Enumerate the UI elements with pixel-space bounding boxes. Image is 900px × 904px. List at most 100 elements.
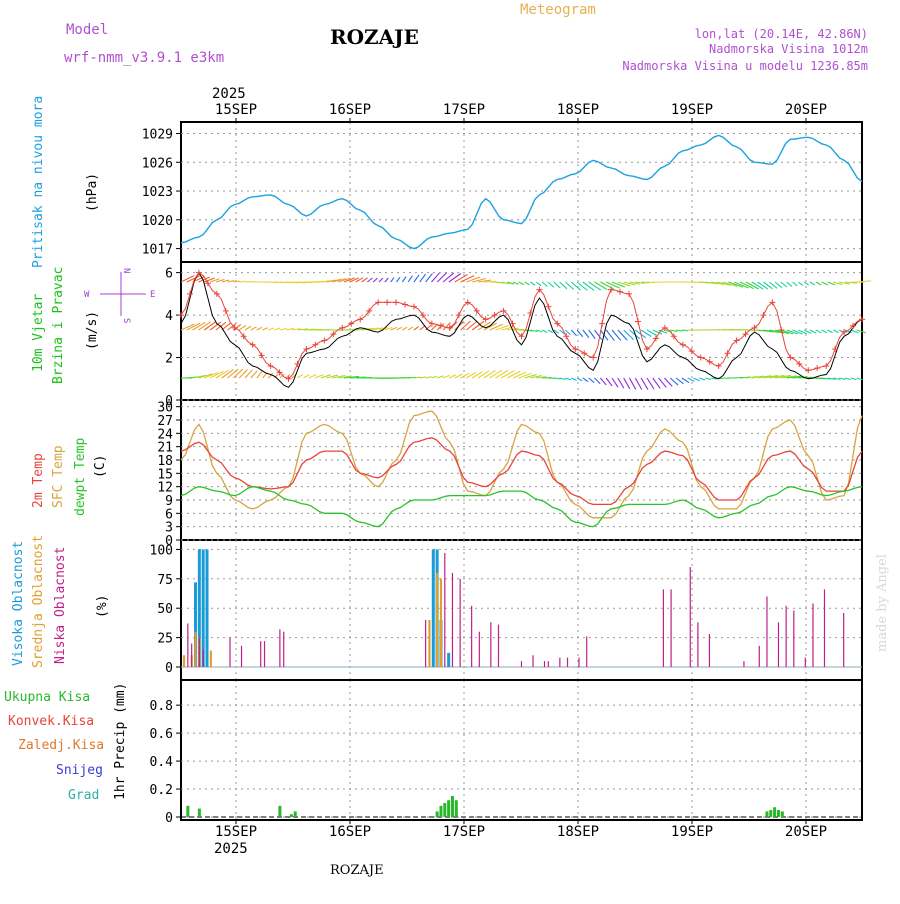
wind-arrow xyxy=(484,323,497,330)
wind-arrow xyxy=(647,378,654,389)
wind-arrow xyxy=(414,327,419,330)
wind-arrow xyxy=(635,378,642,390)
wind-panel: 10m Vjetar Brzina i Pravac (m/s) N S W E… xyxy=(31,267,871,409)
temp-label-dew: dewpt Temp xyxy=(73,438,88,516)
cloud-bar xyxy=(578,658,579,667)
gust-marker xyxy=(698,355,704,361)
wind-arrow xyxy=(251,327,257,330)
wind-arrow xyxy=(804,282,808,285)
grid-lines xyxy=(236,122,806,820)
wind-arrow xyxy=(816,330,822,333)
cloud-bar xyxy=(743,661,744,667)
gust-marker xyxy=(760,312,766,318)
wind-arrow xyxy=(787,282,792,286)
cloud-bar xyxy=(194,632,196,667)
watermark: made by Angel xyxy=(875,554,890,652)
cloud-bar xyxy=(199,638,200,667)
wind-arrow xyxy=(758,282,768,289)
panel-frame xyxy=(181,680,862,820)
wind-arrow xyxy=(857,281,871,282)
bottom-day-label: 16SEP xyxy=(329,824,371,840)
gust-marker xyxy=(608,287,614,293)
precip-bar xyxy=(447,800,450,817)
precip-bar xyxy=(186,806,189,817)
2m-temp-line xyxy=(181,438,862,505)
precip-bar xyxy=(439,806,442,817)
wind-arrow xyxy=(239,325,246,330)
wind-arrow xyxy=(408,327,413,330)
wind-arrow xyxy=(705,378,711,379)
temp-panel: 2m Temp SFC Temp dewpt Temp (C) 03691215… xyxy=(31,401,862,549)
wind-arrow xyxy=(420,326,425,330)
wind-label-1: 10m Vjetar xyxy=(31,294,46,372)
top-day-label: 20SEP xyxy=(785,102,827,118)
wind-arrow xyxy=(496,370,509,378)
wind-arrow xyxy=(397,327,402,330)
wind-direction-arrows xyxy=(181,273,871,390)
gust-marker xyxy=(680,342,686,348)
gust-marker xyxy=(590,355,596,361)
temp-label-sfc: SFC Temp xyxy=(51,445,66,508)
y-tick-label: 0 xyxy=(165,811,173,826)
bottom-day-label: 15SEP xyxy=(215,824,257,840)
cloud-bar xyxy=(663,589,664,667)
panel-frame xyxy=(181,122,862,262)
wind-arrow xyxy=(373,278,377,282)
precip-bar xyxy=(781,811,784,817)
precip-label-conv: Konvek.Kisa xyxy=(8,714,94,729)
wind-arrow xyxy=(431,376,437,378)
wind-arrow xyxy=(397,277,400,282)
wind-arrow xyxy=(239,281,245,282)
gust-marker xyxy=(312,342,318,348)
gust-marker xyxy=(832,346,838,352)
cloud-bar xyxy=(471,606,472,667)
gust-marker xyxy=(814,365,820,371)
gust-marker xyxy=(617,289,623,295)
compass-w: W xyxy=(84,290,90,300)
wind-arrow xyxy=(629,378,635,389)
wind-arrow xyxy=(699,378,705,380)
wind-arrow xyxy=(402,327,407,330)
wind-arrow xyxy=(391,278,394,282)
cloud-bar xyxy=(283,632,284,667)
gust-marker xyxy=(178,312,184,318)
gust-marker xyxy=(375,299,381,305)
cloud-bar xyxy=(490,622,491,667)
wind-arrow xyxy=(641,378,648,390)
gust-marker xyxy=(348,321,354,327)
wind-arrow xyxy=(519,282,524,285)
cloud-bar xyxy=(544,661,545,667)
wind-arrow xyxy=(618,378,624,388)
top-day-label: 16SEP xyxy=(329,102,371,118)
page-title: ROZAJE xyxy=(330,25,419,49)
cloud-label-mid: Srednja Oblacnost xyxy=(31,535,46,668)
panel-frames xyxy=(181,122,862,820)
cloud-bar xyxy=(436,573,438,667)
gust-marker xyxy=(545,304,551,310)
precip-panel: Ukupna Kisa Konvek.Kisa Zaledj.Kisa Snij… xyxy=(4,683,862,826)
wind-arrow xyxy=(554,282,561,288)
compass-s: S xyxy=(121,318,131,323)
y-tick-label: 1017 xyxy=(142,243,173,258)
wind-arrow xyxy=(472,371,482,378)
cloud-bar xyxy=(440,579,442,667)
precip-bar xyxy=(769,810,772,817)
wind-arrow xyxy=(571,330,576,336)
precip-bar xyxy=(278,806,281,817)
top-year-label: 2025 xyxy=(212,86,246,102)
cloud-bar xyxy=(260,641,261,667)
bottom-day-label: 19SEP xyxy=(671,824,713,840)
cloud-bar xyxy=(460,579,461,667)
cloud-bar xyxy=(187,623,188,667)
y-tick-label: 50 xyxy=(157,602,173,617)
cloud-unit: (%) xyxy=(95,595,110,618)
cloud-bar xyxy=(786,606,787,667)
bottom-day-label: 20SEP xyxy=(785,824,827,840)
footer-station: ROZAJE xyxy=(330,863,384,878)
wind-arrow xyxy=(822,330,827,333)
y-tick-label: 0.6 xyxy=(150,727,173,742)
y-tick-label: 12 xyxy=(157,481,173,496)
wind-arrow xyxy=(525,282,530,285)
wind-arrow xyxy=(577,378,582,381)
